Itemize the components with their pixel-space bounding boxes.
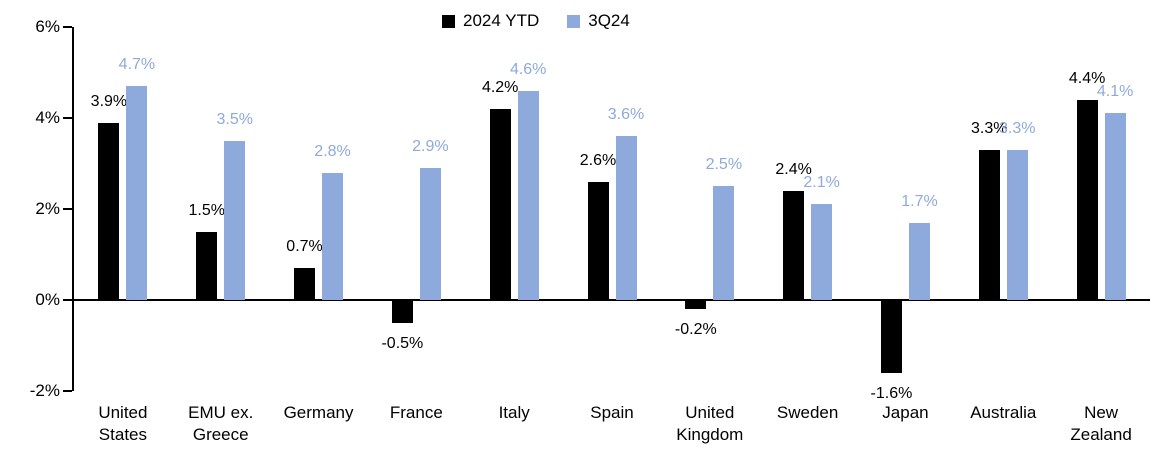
value-label-japan-2024-ytd: -1.6% xyxy=(870,384,913,402)
legend-item-3q24: 3Q24 xyxy=(567,11,630,31)
legend: 2024 YTD 3Q24 xyxy=(442,11,630,31)
bar-sweden-3q24 xyxy=(811,204,833,300)
value-label-japan-3q24: 1.7% xyxy=(901,192,938,210)
y-axis-line xyxy=(72,27,74,391)
bar-germany-3q24 xyxy=(322,172,344,300)
bar-united-kingdom-2024-ytd xyxy=(685,300,707,310)
bar-germany-2024-ytd xyxy=(294,268,316,300)
value-label-australia-3q24: 3.3% xyxy=(999,119,1036,137)
value-label-united-kingdom-2024-ytd: -0.2% xyxy=(674,321,717,339)
bar-italy-3q24 xyxy=(517,90,539,300)
category-label-australia: Australia xyxy=(970,403,1037,422)
bar-italy-2024-ytd xyxy=(489,108,511,300)
value-label-new-zealand-3q24: 4.1% xyxy=(1096,83,1134,101)
y-tick-2 xyxy=(63,390,72,392)
bar-spain-2024-ytd xyxy=(587,181,609,300)
value-label-emu-ex-greece-3q24: 3.5% xyxy=(216,110,253,128)
value-label-sweden-2024-ytd: 2.4% xyxy=(775,160,812,178)
value-label-spain-3q24: 3.6% xyxy=(607,106,645,124)
y-tick-label-2: 2% xyxy=(35,199,60,218)
bar-united-states-2024-ytd xyxy=(98,122,120,300)
value-label-sweden-3q24: 2.1% xyxy=(803,174,840,192)
value-label-australia-2024-ytd: 3.3% xyxy=(971,119,1008,137)
y-tick-label-2: -2% xyxy=(29,381,60,400)
value-label-france-3q24: 2.9% xyxy=(412,138,449,156)
bar-australia-2024-ytd xyxy=(978,149,1000,300)
value-label-united-states-2024-ytd: 3.9% xyxy=(90,92,128,110)
bar-japan-3q24 xyxy=(908,222,930,300)
category-label-emu-ex-greece: EMU ex. Greece xyxy=(188,403,254,444)
category-label-sweden: Sweden xyxy=(776,403,839,422)
bar-japan-2024-ytd xyxy=(880,300,902,373)
bar-france-2024-ytd xyxy=(391,300,413,323)
legend-swatch-2024-ytd xyxy=(442,14,455,28)
legend-label-2024-ytd: 2024 YTD xyxy=(463,11,540,30)
bar-new-zealand-2024-ytd xyxy=(1076,99,1098,300)
value-label-emu-ex-greece-2024-ytd: 1.5% xyxy=(188,201,225,219)
category-label-italy: Italy xyxy=(498,403,530,422)
bar-spain-3q24 xyxy=(615,136,637,300)
value-label-france-2024-ytd: -0.5% xyxy=(381,334,424,352)
value-label-new-zealand-2024-ytd: 4.4% xyxy=(1068,69,1106,87)
y-tick-label-0: 0% xyxy=(35,290,60,309)
category-label-germany: Germany xyxy=(283,403,354,422)
category-label-spain: Spain xyxy=(590,403,634,422)
y-tick-6 xyxy=(63,26,72,28)
y-tick-label-4: 4% xyxy=(35,108,60,127)
category-label-united-states: United States xyxy=(98,403,148,444)
bar-united-states-3q24 xyxy=(126,86,148,300)
value-label-united-kingdom-3q24: 2.5% xyxy=(705,156,743,174)
value-label-italy-3q24: 4.6% xyxy=(509,60,547,78)
bar-new-zealand-3q24 xyxy=(1104,113,1126,300)
legend-item-2024-ytd: 2024 YTD xyxy=(442,11,539,31)
value-label-germany-2024-ytd: 0.7% xyxy=(286,238,323,256)
category-label-france: France xyxy=(389,403,443,422)
x-axis-line xyxy=(72,299,1150,301)
legend-swatch-3q24 xyxy=(567,14,581,28)
category-label-united-kingdom: United Kingdom xyxy=(676,403,744,444)
y-tick-label-6: 6% xyxy=(35,17,60,36)
bar-australia-3q24 xyxy=(1006,149,1028,300)
y-tick-0 xyxy=(63,299,72,301)
bar-sweden-2024-ytd xyxy=(783,190,805,300)
bar-emu-ex-greece-2024-ytd xyxy=(196,231,218,300)
legend-label-3q24: 3Q24 xyxy=(588,11,630,30)
value-label-germany-3q24: 2.8% xyxy=(314,142,351,160)
value-label-spain-2024-ytd: 2.6% xyxy=(579,151,617,169)
category-label-new-zealand: New Zealand xyxy=(1070,403,1132,444)
bar-united-kingdom-3q24 xyxy=(713,186,735,300)
bar-emu-ex-greece-3q24 xyxy=(224,140,246,300)
value-label-italy-2024-ytd: 4.2% xyxy=(481,78,519,96)
value-label-united-states-3q24: 4.7% xyxy=(118,56,156,74)
category-label-japan: Japan xyxy=(882,403,929,422)
bar-france-3q24 xyxy=(419,168,441,300)
y-tick-4 xyxy=(63,117,72,119)
y-tick-2 xyxy=(63,208,72,210)
